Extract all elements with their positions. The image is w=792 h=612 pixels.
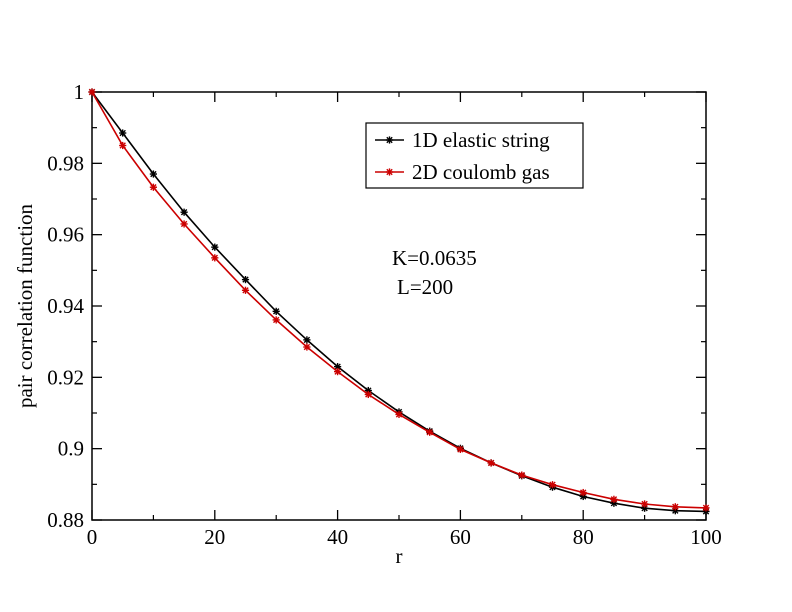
series-2-point-8 <box>334 368 342 376</box>
x-tick-label-2: 40 <box>327 525 348 549</box>
x-tick-label-0: 0 <box>87 525 98 549</box>
series-2-point-0-d2 <box>88 88 96 96</box>
y-tick-label-6: 1 <box>74 80 85 104</box>
series-2-point-7-d2 <box>303 343 311 351</box>
series-2-point-12-d2 <box>457 446 464 453</box>
series-2-point-18 <box>641 500 649 508</box>
series-2-point-1-d2 <box>119 142 126 149</box>
series-2-point-19-d2 <box>672 503 679 510</box>
series-layer <box>88 88 710 516</box>
legend-label-1: 1D elastic string <box>412 128 550 152</box>
series-2-point-11 <box>426 428 434 436</box>
series-2-point-9 <box>364 390 372 399</box>
legend-star-2-d2 <box>386 168 393 176</box>
series-2-point-17 <box>610 495 618 503</box>
series-2-point-19 <box>671 503 679 511</box>
annotation-l: L=200 <box>397 275 453 299</box>
x-tick-label-4: 80 <box>573 525 594 549</box>
series-2-point-2 <box>149 183 157 191</box>
series-1-point-3 <box>180 208 188 216</box>
series-1-point-1-d2 <box>119 129 126 137</box>
series-2-point-4 <box>211 254 219 262</box>
series-2-point-6-d2 <box>273 316 280 324</box>
series-2-point-13-d2 <box>487 459 495 467</box>
series-2-point-20 <box>702 504 710 512</box>
series-1-point-1 <box>119 129 127 137</box>
series-1-point-6 <box>272 307 280 315</box>
series-1-point-2 <box>149 170 157 178</box>
series-2-point-8-d2 <box>334 368 341 375</box>
series-2-point-4-d2 <box>211 254 218 262</box>
series-2-point-16-d2 <box>580 489 587 496</box>
legend: 1D elastic string 2D coulomb gas <box>365 122 584 189</box>
legend-marker-2 <box>385 168 394 176</box>
series-1-point-4 <box>211 243 219 251</box>
series-1-point-8-d2 <box>334 363 341 370</box>
y-axis-label: pair correlation function <box>13 203 37 408</box>
legend-box <box>365 122 584 189</box>
series-2-point-17-d2 <box>610 496 618 503</box>
series-2-point-10-d2 <box>395 411 403 418</box>
series-2-point-6 <box>272 316 280 324</box>
series-1-point-7-d2 <box>303 336 311 344</box>
series-2-point-9-d2 <box>365 391 372 398</box>
y-tick-label-0: 0.88 <box>47 508 84 532</box>
series-2-point-5-d2 <box>242 287 249 294</box>
y-tick-label-1: 0.9 <box>58 437 84 461</box>
series-2-point-0 <box>88 88 96 96</box>
series-1-point-6-d2 <box>273 308 280 315</box>
series-2-point-20-d2 <box>702 504 710 512</box>
x-tick-label-1: 20 <box>204 525 225 549</box>
series-2-point-7 <box>303 343 311 351</box>
x-axis-label: r <box>396 544 403 568</box>
legend-star-1 <box>385 136 394 144</box>
series-2-point-12 <box>456 445 464 453</box>
series-2-point-15-d2 <box>549 481 556 488</box>
series-2-point-11-d2 <box>426 429 433 436</box>
series-1-point-2-d2 <box>150 170 157 178</box>
legend-star-2 <box>385 168 394 176</box>
legend-label-2: 2D coulomb gas <box>412 160 550 184</box>
series-2-point-2-d2 <box>150 184 157 191</box>
x-tick-label-3: 60 <box>450 525 471 549</box>
series-2-point-14 <box>518 471 526 479</box>
series-1-point-4-d2 <box>211 243 218 251</box>
y-tick-label-3: 0.94 <box>47 294 84 318</box>
legend-star-1-d2 <box>386 136 393 144</box>
annotation-k: K=0.0635 <box>392 246 477 270</box>
series-1-point-5-d2 <box>242 276 249 283</box>
y-tick-label-5: 0.98 <box>47 151 84 175</box>
y-tick-label-2: 0.92 <box>47 365 84 389</box>
series-2-point-3-d2 <box>180 220 188 228</box>
axis-ticks: 0 20 40 60 80 100 0.88 0.9 0.92 0.94 0.96 0.98 1 <box>47 80 722 549</box>
series-2-point-5 <box>241 286 250 294</box>
y-tick-label-4: 0.96 <box>47 223 84 247</box>
series-1-point-3-d2 <box>180 209 188 216</box>
series-2-point-10 <box>395 410 403 419</box>
series-1-point-7 <box>303 336 311 344</box>
series-2-point-3 <box>180 220 188 228</box>
series-1-point-5 <box>241 276 250 284</box>
series-2-point-18-d2 <box>641 500 648 508</box>
series-2-point-14-d2 <box>518 471 525 479</box>
series-2-point-15 <box>548 481 557 489</box>
x-tick-label-5: 100 <box>690 525 722 549</box>
legend-marker-1 <box>385 136 394 144</box>
series-2-point-1 <box>119 141 127 150</box>
series-2-point-16 <box>579 488 587 497</box>
series-2-point-13 <box>487 459 495 467</box>
